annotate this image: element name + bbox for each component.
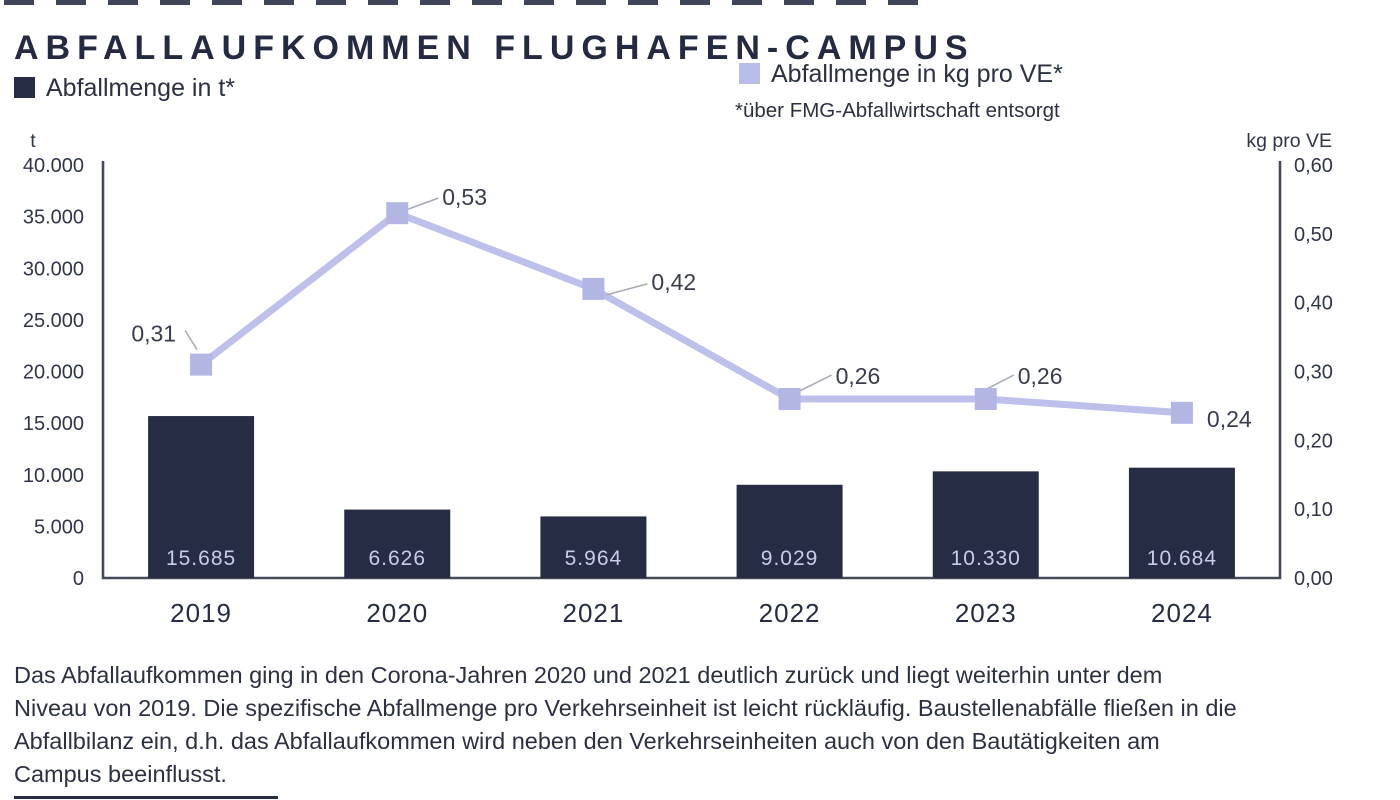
- x-axis-label-2024: 2024: [1151, 598, 1213, 628]
- point-label-2024: 0,24: [1207, 406, 1252, 432]
- chart-title: ABFALLAUFKOMMEN FLUGHAFEN-CAMPUS: [14, 28, 975, 67]
- bars-legend-label: Abfallmenge in t*: [46, 74, 236, 102]
- bar-2023: [932, 471, 1039, 578]
- line-legend-label: Abfallmenge in kg pro VE*: [771, 60, 1063, 88]
- right-axis-tick: 0,20: [1294, 430, 1333, 452]
- bar-value-2022: 9.029: [761, 547, 819, 570]
- bars-legend-swatch-icon: [14, 77, 35, 98]
- x-axis-label-2020: 2020: [366, 598, 428, 628]
- point-label-2021: 0,42: [651, 269, 696, 295]
- cropped-text-artifact-top: [4, 0, 929, 5]
- left-axis-tick: 15.000: [23, 413, 84, 435]
- bar-2024: [1128, 467, 1235, 578]
- right-axis-tick: 0,40: [1294, 293, 1333, 315]
- description-line: Abfallbilanz ein, d.h. das Abfallaufkomm…: [14, 728, 1160, 754]
- bar-2022: [736, 484, 843, 578]
- description-line: Campus beeinflusst.: [14, 761, 227, 787]
- bar-2020: [344, 509, 451, 578]
- description-line: Niveau von 2019. Die spezifische Abfallm…: [14, 695, 1237, 721]
- bar-value-2024: 10.684: [1147, 547, 1217, 570]
- x-axis-label-2022: 2022: [759, 598, 821, 628]
- leader-line-2021: [606, 283, 648, 296]
- right-axis-tick: 0,60: [1294, 155, 1333, 177]
- x-axis-label-2023: 2023: [955, 598, 1017, 628]
- description-line: Das Abfallaufkommen ging in den Corona-J…: [14, 662, 1163, 688]
- right-axis-tick: 0,30: [1294, 362, 1333, 384]
- bar-value-2021: 5.964: [565, 547, 623, 570]
- x-axis-label-2019: 2019: [170, 598, 232, 628]
- left-axis-tick: 20.000: [23, 362, 84, 384]
- combo-chart-canvas: 40.000 35.000 30.000 25.000 20.000 15.000 10.0…: [23, 155, 1333, 628]
- point-label-2020: 0,53: [442, 184, 487, 210]
- point-label-2023: 0,26: [1018, 363, 1063, 389]
- left-axis-tick: 25.000: [23, 310, 84, 332]
- leader-line-2023: [984, 374, 1015, 391]
- point-label-2022: 0,26: [836, 363, 881, 389]
- line-marker-2024: [1170, 401, 1193, 424]
- bars-legend: Abfallmenge in t*: [14, 74, 235, 103]
- line-marker-2022: [778, 388, 801, 411]
- kg-pro-ve-line: [198, 209, 1183, 417]
- axis-frame: [101, 161, 1282, 580]
- left-axis-tick: 0: [73, 568, 84, 590]
- left-axis-tick: 35.000: [23, 207, 84, 229]
- x-axis-label-2021: 2021: [562, 598, 624, 628]
- right-axis-tick: 0,00: [1294, 568, 1333, 590]
- line-marker-2021: [582, 277, 605, 300]
- line-legend-swatch-icon: [739, 63, 760, 84]
- line-marker-2019: [190, 353, 213, 376]
- line-legend: Abfallmenge in kg pro VE*: [739, 60, 1063, 89]
- cropped-text-artifact-bottom: [14, 796, 278, 799]
- leader-line-2022: [797, 374, 832, 393]
- bar-value-2019: 15.685: [166, 547, 236, 570]
- bar-2019: [148, 416, 255, 578]
- right-axis-unit-label: kg pro VE: [1246, 130, 1332, 152]
- leader-line-2020: [407, 197, 439, 210]
- chart-description: Das Abfallaufkommen ging in den Corona-J…: [14, 659, 1400, 791]
- point-label-2019: 0,31: [131, 321, 176, 347]
- leader-line-2019: [184, 330, 198, 351]
- left-axis-tick: 10.000: [23, 465, 84, 487]
- left-axis-tick: 40.000: [23, 155, 84, 177]
- right-axis-tick: 0,50: [1294, 224, 1333, 246]
- line-marker-2023: [974, 388, 997, 411]
- left-axis-tick: 30.000: [23, 258, 84, 280]
- bar-2021: [540, 516, 647, 578]
- right-axis-tick: 0,10: [1294, 499, 1333, 521]
- legend-footnote: *über FMG-Abfallwirtschaft entsorgt: [735, 99, 1060, 122]
- bar-value-2020: 6.626: [368, 547, 426, 570]
- left-axis-tick: 5.000: [34, 516, 84, 538]
- left-axis-unit-label: t: [30, 130, 36, 152]
- line-marker-2020: [386, 202, 409, 225]
- bar-value-2023: 10.330: [951, 547, 1021, 570]
